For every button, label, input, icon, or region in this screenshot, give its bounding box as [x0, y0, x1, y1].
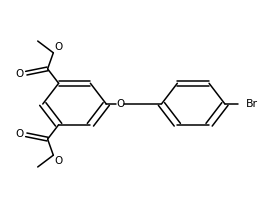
Text: O: O: [117, 99, 125, 109]
Text: O: O: [15, 129, 23, 139]
Text: O: O: [54, 42, 62, 52]
Text: O: O: [54, 156, 62, 166]
Text: O: O: [15, 69, 23, 79]
Text: Br: Br: [246, 99, 258, 109]
